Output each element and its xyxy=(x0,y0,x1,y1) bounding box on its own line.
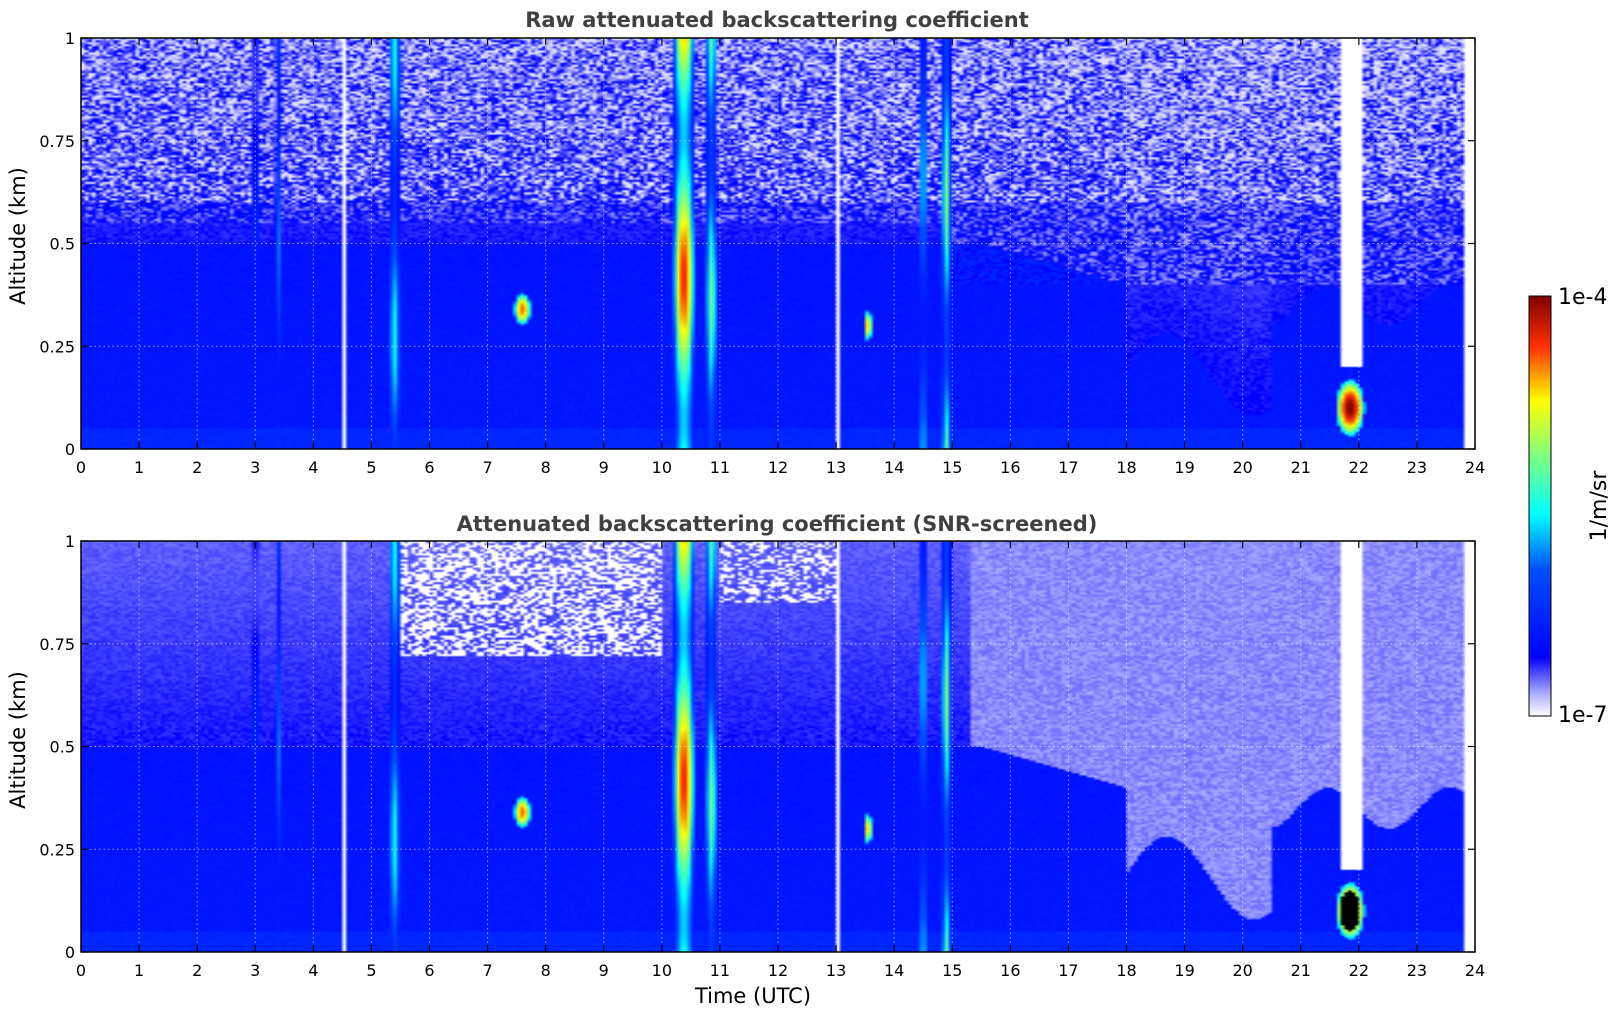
colorbar-gradient xyxy=(1528,295,1552,717)
x-tick-label: 21 xyxy=(1291,458,1311,477)
x-axis-ticks: 0 1 2 3 4 5 6 7 8 9 10 11 12 13 14 15 16 17 18 19 20 21 22 23 24 xyxy=(76,541,1485,980)
y-tick-label: 0 xyxy=(65,943,75,962)
x-tick-label: 24 xyxy=(1465,458,1485,477)
x-tick-label: 5 xyxy=(366,458,376,477)
x-tick-label: 16 xyxy=(1000,458,1020,477)
colorbar-unit-label: 1/m/sr xyxy=(1587,470,1612,542)
x-tick-label: 17 xyxy=(1058,961,1078,980)
raw-backscatter-panel: Raw attenuated backscattering coefficien… xyxy=(6,8,1485,477)
y-tick-label: 0.25 xyxy=(39,840,75,859)
x-tick-label: 4 xyxy=(308,458,318,477)
x-tick-label: 0 xyxy=(76,458,86,477)
x-tick-label: 14 xyxy=(884,458,904,477)
x-tick-label: 23 xyxy=(1407,458,1427,477)
x-tick-label: 6 xyxy=(424,961,434,980)
x-tick-label: 5 xyxy=(366,961,376,980)
x-axis-ticks: 0 1 2 3 4 5 6 7 8 9 10 11 12 13 14 15 16 17 18 19 20 21 22 23 24 xyxy=(76,38,1485,477)
y-tick-label: 1 xyxy=(65,29,75,48)
x-tick-label: 20 xyxy=(1232,458,1252,477)
x-tick-label: 11 xyxy=(710,961,730,980)
x-tick-label: 15 xyxy=(942,961,962,980)
x-tick-label: 14 xyxy=(884,961,904,980)
x-axis-label: Time (UTC) xyxy=(694,984,811,1008)
y-tick-label: 0.75 xyxy=(39,132,75,151)
x-tick-label: 10 xyxy=(652,458,672,477)
colorbar-max-label: 1e-4 xyxy=(1558,285,1607,310)
y-axis-label: Altitude (km) xyxy=(6,671,30,809)
y-tick-label: 0.75 xyxy=(39,635,75,654)
x-tick-label: 2 xyxy=(192,961,202,980)
x-tick-label: 12 xyxy=(768,458,788,477)
x-tick-label: 16 xyxy=(1000,961,1020,980)
y-axis-ticks: 0 0.25 0.5 0.75 1 xyxy=(39,29,1475,459)
x-tick-label: 21 xyxy=(1291,961,1311,980)
panel-title: Attenuated backscattering coefficient (S… xyxy=(457,512,1098,536)
x-tick-label: 7 xyxy=(482,961,492,980)
x-tick-label: 22 xyxy=(1349,961,1369,980)
x-tick-label: 8 xyxy=(541,458,551,477)
y-tick-label: 0 xyxy=(65,440,75,459)
x-tick-label: 3 xyxy=(250,458,260,477)
x-tick-label: 10 xyxy=(652,961,672,980)
colorbar-min-label: 1e-7 xyxy=(1558,703,1607,728)
x-tick-label: 15 xyxy=(942,458,962,477)
x-tick-label: 0 xyxy=(76,961,86,980)
grid xyxy=(81,541,1475,952)
x-tick-label: 13 xyxy=(826,961,846,980)
x-tick-label: 20 xyxy=(1232,961,1252,980)
x-tick-label: 9 xyxy=(599,458,609,477)
x-tick-label: 6 xyxy=(424,458,434,477)
x-tick-label: 18 xyxy=(1116,458,1136,477)
x-tick-label: 4 xyxy=(308,961,318,980)
snr-screened-panel: Attenuated backscattering coefficient (S… xyxy=(6,512,1485,1008)
y-axis-label: Altitude (km) xyxy=(6,167,30,305)
x-tick-label: 17 xyxy=(1058,458,1078,477)
x-tick-label: 22 xyxy=(1349,458,1369,477)
x-tick-label: 9 xyxy=(599,961,609,980)
x-tick-label: 3 xyxy=(250,961,260,980)
y-tick-label: 0.25 xyxy=(39,337,75,356)
y-tick-label: 1 xyxy=(65,532,75,551)
grid xyxy=(81,38,1475,449)
panel-title: Raw attenuated backscattering coefficien… xyxy=(525,8,1029,32)
x-tick-label: 7 xyxy=(482,458,492,477)
colorbar: 1e-4 1e-7 1/m/sr xyxy=(1528,285,1612,728)
x-tick-label: 19 xyxy=(1174,961,1194,980)
x-tick-label: 23 xyxy=(1407,961,1427,980)
x-tick-label: 24 xyxy=(1465,961,1485,980)
y-tick-label: 0.5 xyxy=(50,235,75,254)
x-tick-label: 2 xyxy=(192,458,202,477)
x-tick-label: 13 xyxy=(826,458,846,477)
x-tick-label: 11 xyxy=(710,458,730,477)
x-tick-label: 18 xyxy=(1116,961,1136,980)
y-tick-label: 0.5 xyxy=(50,738,75,757)
x-tick-label: 19 xyxy=(1174,458,1194,477)
x-tick-label: 1 xyxy=(134,458,144,477)
x-tick-label: 1 xyxy=(134,961,144,980)
x-tick-label: 8 xyxy=(541,961,551,980)
x-tick-label: 12 xyxy=(768,961,788,980)
y-axis-ticks: 0 0.25 0.5 0.75 1 xyxy=(39,532,1475,962)
